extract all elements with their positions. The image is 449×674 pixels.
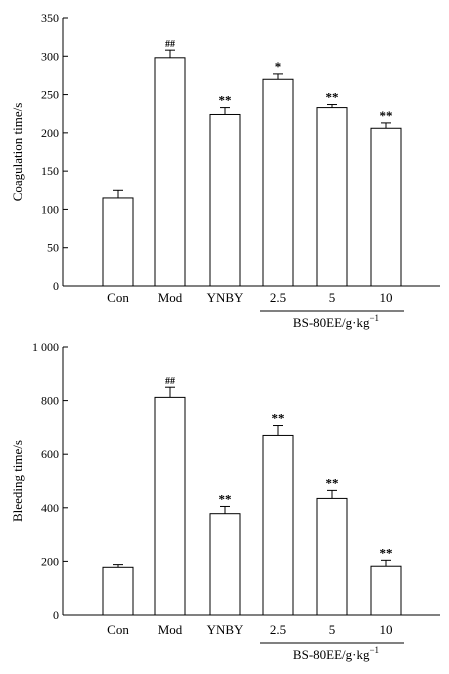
bar (102, 566, 134, 616)
y-tick-label: 50 (47, 241, 59, 255)
y-tick-label: 250 (41, 88, 59, 102)
significance-mark: ** (219, 93, 232, 108)
x-tick-label: 10 (380, 290, 393, 305)
bar (316, 107, 348, 287)
x-tick-label: 5 (329, 622, 336, 637)
x-tick-label: 5 (329, 290, 336, 305)
significance-mark: ** (380, 108, 393, 123)
y-tick-label: 350 (41, 11, 59, 25)
coagulation-time-chart: 0 50 100 150 200 250 300 350 Coagulation time/s C… (10, 11, 440, 330)
y-axis-label: Coagulation time/s (10, 103, 25, 202)
y-tick-label: 200 (41, 126, 59, 140)
y-tick-label: 300 (41, 49, 59, 63)
x-tick-label: 2.5 (270, 290, 286, 305)
y-tick-label: 400 (41, 501, 59, 515)
bar (262, 78, 294, 287)
y-tick-label: 800 (41, 394, 59, 408)
x-tick-label: 10 (380, 622, 393, 637)
y-tick-label: 0 (53, 279, 59, 293)
y-tick-label: 600 (41, 447, 59, 461)
y-axis-label: Bleeding time/s (10, 440, 25, 522)
bar (316, 497, 348, 616)
significance-mark: ** (326, 90, 339, 105)
x-tick-label: 2.5 (270, 622, 286, 637)
group-label: BS-80EE/g·kg−1 (293, 645, 379, 662)
bar (370, 127, 402, 287)
bar (102, 197, 134, 287)
bleeding-time-chart: 0 200 400 600 800 1 000 Bleeding time/s Con ## Mo… (10, 340, 440, 662)
significance-mark: ## (165, 39, 175, 50)
group-label-superscript: −1 (369, 313, 379, 323)
significance-mark: ** (219, 491, 232, 506)
group-label-superscript: −1 (369, 645, 379, 655)
x-tick-label: YNBY (207, 290, 244, 305)
significance-mark: ## (165, 376, 175, 387)
significance-mark: * (275, 59, 282, 74)
y-tick-label: 1 000 (32, 340, 59, 354)
x-tick-label: Con (107, 290, 129, 305)
x-tick-label: Con (107, 622, 129, 637)
bar (209, 513, 241, 616)
bar (154, 396, 186, 616)
y-tick-label: 0 (53, 608, 59, 622)
significance-mark: ** (380, 545, 393, 560)
bar (262, 434, 294, 616)
bar (209, 113, 241, 287)
significance-mark: ** (326, 475, 339, 490)
group-label: BS-80EE/g·kg−1 (293, 313, 379, 330)
bar (370, 565, 402, 616)
y-tick-label: 150 (41, 164, 59, 178)
y-tick-label: 100 (41, 202, 59, 216)
bar (154, 57, 186, 287)
x-tick-label: YNBY (207, 622, 244, 637)
y-tick-label: 200 (41, 554, 59, 568)
significance-mark: ** (272, 411, 285, 426)
x-tick-label: Mod (158, 622, 183, 637)
x-tick-label: Mod (158, 290, 183, 305)
